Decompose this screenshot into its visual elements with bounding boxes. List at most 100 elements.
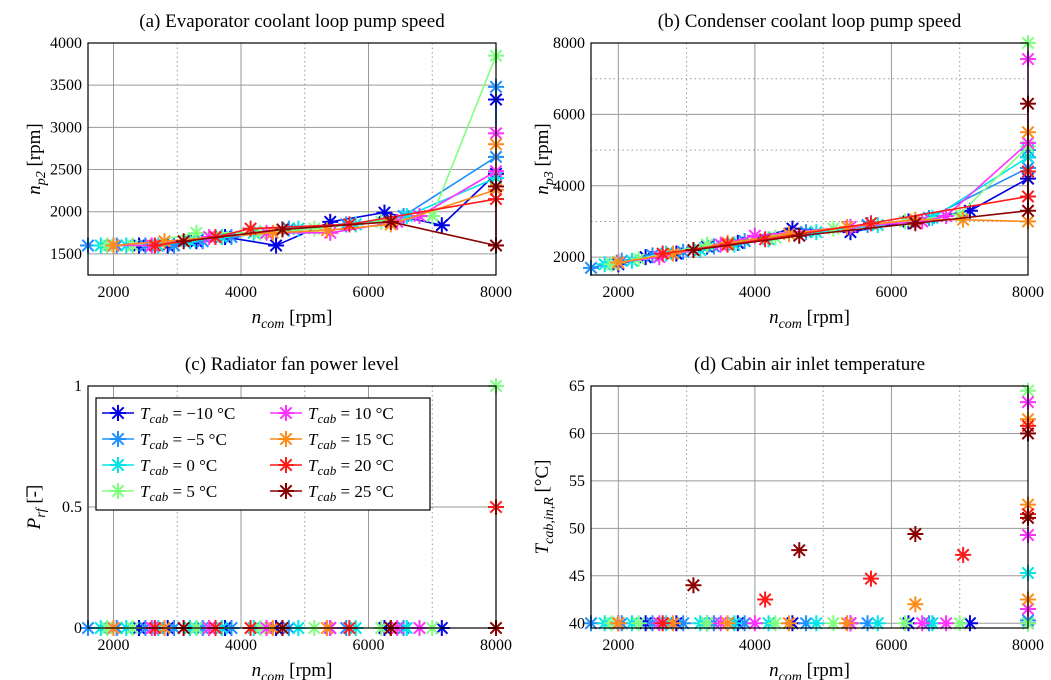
- star-stroke: [687, 243, 700, 257]
- data-point: [699, 236, 716, 253]
- data-point: [610, 615, 627, 632]
- x-tick-label: 6000: [353, 284, 385, 301]
- legend-value: = −10 °C: [168, 404, 235, 423]
- data-point: [306, 220, 323, 237]
- y-axis-label: np2 [rpm]: [24, 123, 49, 195]
- x-tick-label: 4000: [739, 284, 771, 301]
- axis-label-symbol: n: [24, 185, 45, 195]
- star-stroke: [384, 215, 398, 229]
- legend-subscript: cab: [149, 411, 168, 426]
- legend-value: = 10 °C: [336, 404, 393, 423]
- x-tick-label: 2000: [602, 637, 634, 654]
- y-tick-label: 8000: [553, 35, 585, 52]
- star-stroke: [279, 406, 293, 420]
- star-stroke: [908, 527, 922, 541]
- panel-a: 2000 4000 6000 8000 1500 2000 2500 3000 3500 4000…: [24, 11, 512, 332]
- star-stroke: [926, 616, 939, 630]
- legend-symbol: T: [140, 482, 151, 501]
- data-point: [869, 615, 886, 632]
- plot-area: [88, 43, 496, 275]
- axis-label-unit: [rpm]: [284, 307, 332, 328]
- y-tick-label: 50: [569, 520, 585, 537]
- x-tick-label: 2000: [98, 637, 130, 654]
- legend-symbol: T: [308, 482, 319, 501]
- legend-symbol: T: [140, 430, 151, 449]
- data-point: [907, 526, 924, 543]
- data-point: [105, 237, 122, 254]
- star-stroke: [809, 616, 823, 630]
- star-stroke: [956, 213, 970, 227]
- data-point: [938, 615, 955, 632]
- legend-symbol: T: [308, 456, 319, 475]
- legend-symbol: T: [308, 404, 319, 423]
- data-point: [719, 615, 736, 632]
- legend-subscript: cab: [149, 437, 168, 452]
- legend-marker: [278, 457, 294, 473]
- y-tick-label: 45: [569, 568, 585, 585]
- star-stroke: [799, 616, 813, 630]
- star-stroke: [666, 616, 680, 630]
- star-stroke: [111, 484, 125, 498]
- y-tick-label: 2000: [50, 204, 82, 221]
- data-point: [825, 615, 842, 632]
- x-tick-label: 6000: [875, 284, 907, 301]
- panel-b: 2000 4000 6000 8000 2000 4000 6000 8000 (b) Cond…: [532, 11, 1044, 332]
- chart-title: (a) Evaporator coolant loop pump speed: [139, 11, 445, 32]
- data-point: [175, 233, 192, 250]
- data-point: [146, 237, 163, 254]
- axis-label-symbol: n: [769, 660, 779, 680]
- legend-marker: [278, 405, 294, 421]
- legend-marker: [110, 431, 126, 447]
- y-axis-label: np3 [rpm]: [532, 123, 557, 195]
- legend-marker: [110, 457, 126, 473]
- data-point: [757, 591, 774, 608]
- data-point: [914, 615, 931, 632]
- plot-frame: [87, 385, 497, 629]
- axis-label-symbol: T: [532, 542, 553, 554]
- star-stroke: [611, 256, 625, 269]
- data-point: [897, 615, 914, 632]
- star-stroke: [963, 616, 977, 630]
- axis-label-subscript: com: [779, 317, 802, 332]
- y-tick-label: 65: [569, 378, 585, 395]
- x-tick-label: 4000: [225, 284, 257, 301]
- star-stroke: [908, 597, 922, 611]
- star-stroke: [632, 616, 646, 630]
- plot-area: [591, 386, 1028, 628]
- data-point: [907, 596, 924, 613]
- data-point: [746, 615, 763, 632]
- plot-area: [591, 43, 1028, 275]
- data-point: [274, 221, 291, 238]
- y-tick-label: 55: [569, 473, 585, 490]
- star-stroke: [111, 432, 125, 446]
- x-axis-label: ncom [rpm]: [769, 660, 850, 680]
- star-stroke: [738, 616, 751, 630]
- legend-value: = 25 °C: [336, 482, 393, 501]
- x-tick-label: 4000: [739, 637, 771, 654]
- legend-marker: [110, 405, 126, 421]
- axis-label-unit: [rpm]: [532, 123, 553, 171]
- x-tick-label: 8000: [480, 284, 512, 301]
- x-axis-label: ncom [rpm]: [769, 307, 850, 332]
- star-stroke: [864, 216, 878, 230]
- star-stroke: [861, 616, 874, 630]
- star-stroke: [111, 458, 125, 472]
- legend-entry: Tcab = 20 °C: [308, 456, 394, 478]
- star-stroke: [666, 247, 680, 260]
- star-stroke: [676, 616, 690, 630]
- axis-label-unit: [-]: [24, 485, 45, 509]
- legend-symbol: T: [140, 456, 151, 475]
- legend-marker: [278, 431, 294, 447]
- star-stroke: [915, 616, 929, 630]
- axis-label-unit: [rpm]: [802, 660, 850, 680]
- x-tick-label: 2000: [98, 284, 130, 301]
- star-stroke: [768, 616, 782, 630]
- legend-symbol: T: [140, 404, 151, 423]
- data-point: [808, 615, 825, 632]
- y-axis-label: Tcab,in,R [°C]: [532, 460, 557, 555]
- y-axis-label: Prf [-]: [24, 485, 49, 531]
- x-tick-label: 8000: [480, 637, 512, 654]
- star-stroke: [687, 578, 700, 592]
- x-tick-label: 2000: [602, 284, 634, 301]
- chart-title: (d) Cabin air inlet temperature: [694, 354, 925, 375]
